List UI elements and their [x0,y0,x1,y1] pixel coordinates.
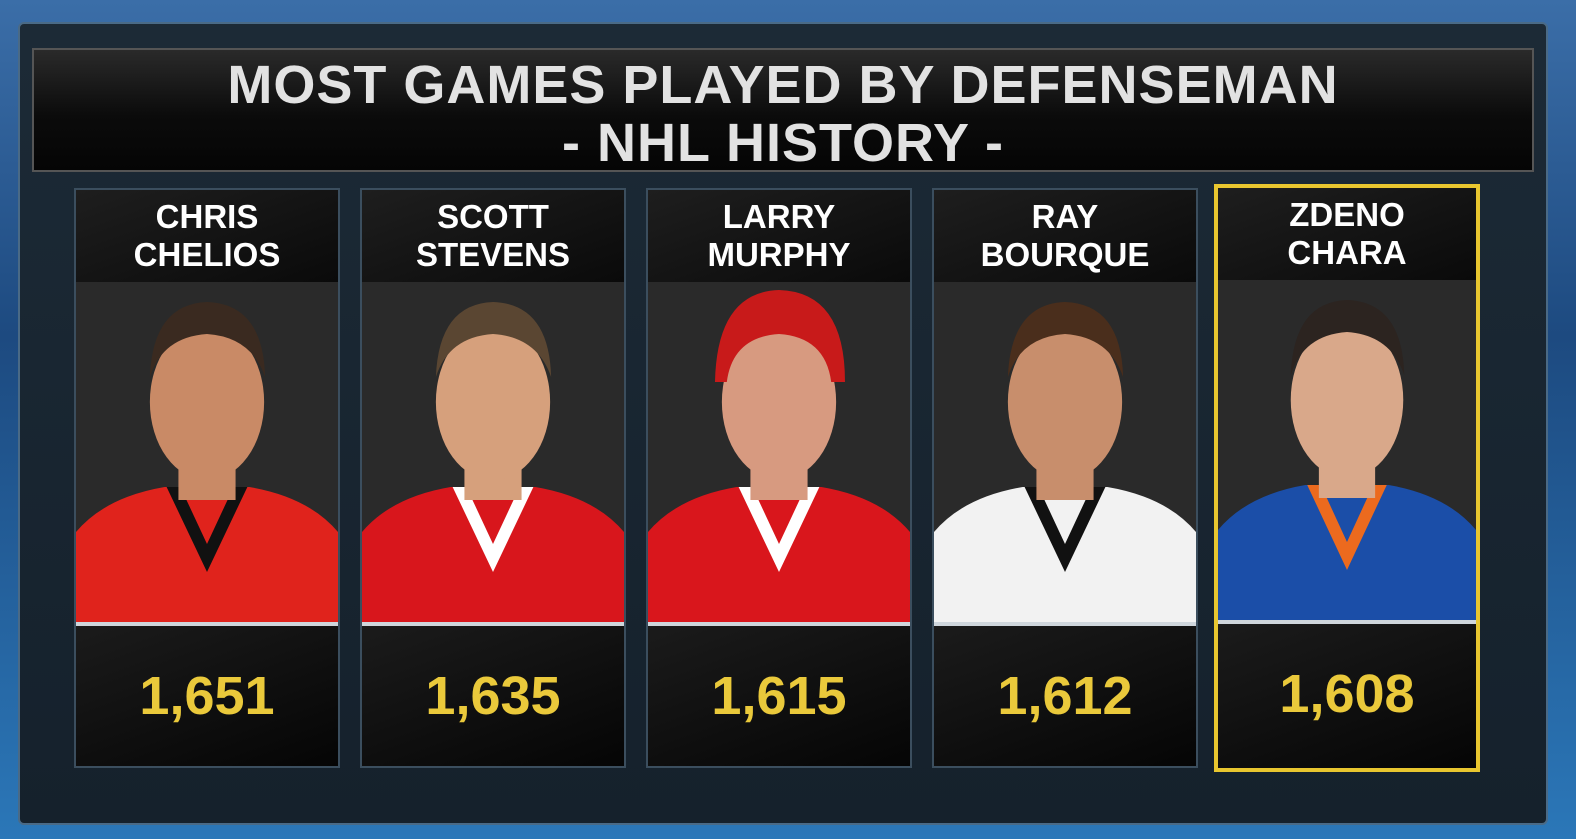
player-photo [1218,280,1476,620]
player-name: CHRIS CHELIOS [76,190,338,282]
title-box: MOST GAMES PLAYED BY DEFENSEMAN - NHL HI… [32,48,1534,172]
collar [166,487,248,572]
last-name: MURPHY [707,236,851,273]
player-card: SCOTT STEVENS 1,635 [360,188,626,768]
separator [1218,620,1476,624]
player-photo [648,282,910,622]
first-name: LARRY [722,198,836,235]
last-name: CHELIOS [133,236,281,273]
player-card: ZDENO CHARA 1,608 [1214,184,1480,772]
subtitle: - NHL HISTORY - [561,113,1005,173]
collar [1307,485,1387,570]
head [1290,322,1404,478]
hair [435,302,552,377]
player-name: RAY BOURQUE [934,190,1196,282]
collar [738,487,820,572]
games-played: 1,608 [1218,624,1476,768]
player-card: LARRY MURPHY 1,615 [646,188,912,768]
player-photo [76,282,338,622]
title: MOST GAMES PLAYED BY DEFENSEMAN [227,55,1339,115]
games-played: 1,612 [934,626,1196,766]
first-name: ZDENO [1289,196,1405,233]
player-name: ZDENO CHARA [1218,188,1476,280]
head [435,324,551,480]
hair [1007,302,1124,377]
player-name: LARRY MURPHY [648,190,910,282]
collar [1024,487,1106,572]
head [721,324,837,480]
hair [714,290,845,382]
separator [76,622,338,626]
games-played: 1,651 [76,626,338,766]
last-name: STEVENS [415,236,571,273]
games-played: 1,615 [648,626,910,766]
player-photo [934,282,1196,622]
player-name: SCOTT STEVENS [362,190,624,282]
player-photo [362,282,624,622]
hair [149,302,266,377]
first-name: CHRIS [155,198,259,235]
first-name: RAY [1031,198,1099,235]
player-card: CHRIS CHELIOS 1,651 [74,188,340,768]
hair [1290,300,1405,375]
separator [362,622,624,626]
collar [452,487,534,572]
games-played: 1,635 [362,626,624,766]
head [149,324,265,480]
separator [648,622,910,626]
last-name: BOURQUE [980,236,1150,273]
last-name: CHARA [1287,234,1407,271]
separator [934,622,1196,626]
player-card: RAY BOURQUE 1,612 [932,188,1198,768]
first-name: SCOTT [437,198,549,235]
head [1007,324,1123,480]
